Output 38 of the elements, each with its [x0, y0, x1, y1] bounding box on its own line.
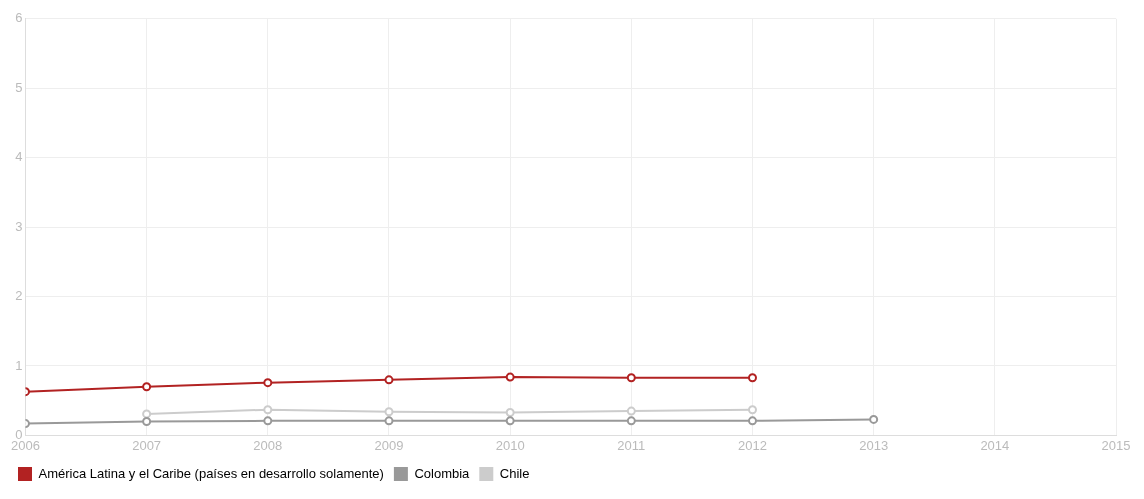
point	[384, 407, 394, 417]
x-tick-label: 2009	[374, 437, 404, 453]
y-tick-label: 0	[15, 426, 23, 442]
point	[505, 416, 515, 426]
x-tick-label: 2015	[1101, 437, 1131, 453]
point	[505, 372, 515, 382]
legend-label: América Latina y el Caribe (países en desarrollo solamente)	[38, 465, 384, 481]
y-tick-label: 5	[15, 79, 23, 95]
point	[263, 378, 273, 388]
point	[505, 407, 515, 417]
point	[263, 416, 273, 426]
point	[747, 405, 757, 415]
point	[626, 406, 636, 416]
point	[384, 375, 394, 385]
legend-label: Chile	[499, 465, 530, 481]
x-tick-label: 2010	[495, 437, 525, 453]
y-tick-label: 3	[15, 218, 23, 234]
point	[747, 416, 757, 426]
x-tick-label: 2011	[617, 437, 646, 453]
y-tick-label: 1	[15, 357, 23, 373]
point	[142, 417, 152, 427]
point	[747, 373, 757, 383]
point	[626, 416, 636, 426]
point	[384, 416, 394, 426]
y-tick-label: 6	[15, 10, 23, 26]
x-tick-label: 2012	[738, 437, 767, 453]
x-tick-label: 2008	[253, 437, 283, 453]
point	[626, 373, 636, 383]
y-tick-label: 2	[15, 288, 23, 304]
point	[142, 382, 152, 392]
point	[142, 409, 152, 419]
x-tick-label: 2014	[980, 437, 1010, 453]
x-tick-label: 2007	[132, 437, 162, 453]
point	[869, 414, 879, 424]
point	[263, 405, 273, 415]
legend-label: Colombia	[414, 465, 471, 481]
x-tick-label: 2013	[859, 437, 889, 453]
y-tick-label: 4	[15, 149, 23, 165]
